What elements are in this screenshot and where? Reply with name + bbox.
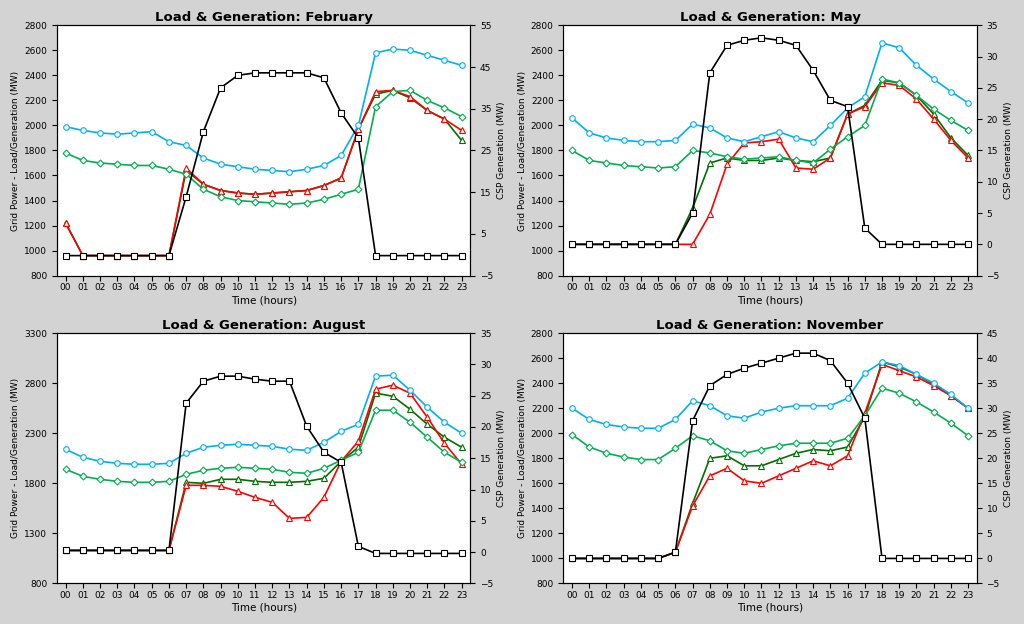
X-axis label: Time (hours): Time (hours): [230, 295, 297, 305]
Y-axis label: Grid Power - Load/Generation (MW): Grid Power - Load/Generation (MW): [517, 71, 526, 230]
Title: Load & Generation: November: Load & Generation: November: [656, 319, 884, 332]
X-axis label: Time (hours): Time (hours): [737, 603, 803, 613]
Title: Load & Generation: August: Load & Generation: August: [162, 319, 366, 332]
X-axis label: Time (hours): Time (hours): [737, 295, 803, 305]
Y-axis label: CSP Generation (MW): CSP Generation (MW): [498, 409, 507, 507]
Y-axis label: Grid Power - Load/Generation (MW): Grid Power - Load/Generation (MW): [11, 378, 20, 539]
Y-axis label: CSP Generation (MW): CSP Generation (MW): [1004, 102, 1013, 199]
Y-axis label: Grid Power - Load/Generation (MW): Grid Power - Load/Generation (MW): [11, 71, 20, 230]
Title: Load & Generation: May: Load & Generation: May: [680, 11, 860, 24]
X-axis label: Time (hours): Time (hours): [230, 603, 297, 613]
Y-axis label: CSP Generation (MW): CSP Generation (MW): [1004, 409, 1013, 507]
Title: Load & Generation: February: Load & Generation: February: [155, 11, 373, 24]
Y-axis label: CSP Generation (MW): CSP Generation (MW): [498, 102, 507, 199]
Y-axis label: Grid Power - Load/Generation (MW): Grid Power - Load/Generation (MW): [517, 378, 526, 539]
